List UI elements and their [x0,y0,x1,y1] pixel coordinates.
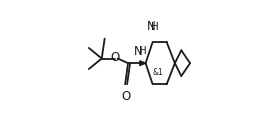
Text: O: O [121,90,130,103]
Text: N: N [147,20,156,33]
Polygon shape [140,61,146,66]
Text: H: H [151,22,159,32]
Text: &1: &1 [153,68,164,77]
Text: H: H [139,46,146,57]
Text: O: O [111,51,120,64]
Text: N: N [134,45,143,58]
